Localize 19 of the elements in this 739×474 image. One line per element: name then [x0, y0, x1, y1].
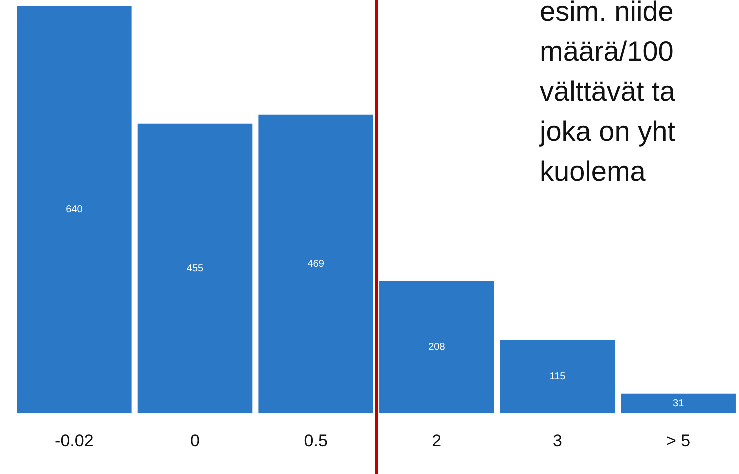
data-label: 31	[673, 398, 685, 410]
data-label: 208	[428, 342, 446, 354]
bar	[500, 340, 616, 414]
x-tick-label: 2	[432, 431, 442, 450]
data-label: 640	[66, 204, 84, 216]
bar	[138, 124, 253, 414]
bar	[621, 394, 736, 414]
data-label: 115	[550, 372, 566, 383]
data-label: 455	[186, 263, 204, 274]
x-tick-label: 0.5	[304, 431, 328, 450]
x-tick-label: 0	[190, 431, 200, 450]
data-label: 469	[308, 259, 325, 270]
bar	[17, 6, 132, 414]
bar	[258, 114, 374, 414]
x-tick-label: 3	[553, 431, 562, 450]
annotation: esim. niide määrä/100 välttävät ta joka on yht kuolema	[540, 0, 676, 189]
bar	[380, 281, 494, 414]
x-tick-label: > 5	[666, 431, 691, 450]
x-tick-label: -0.02	[55, 431, 94, 450]
